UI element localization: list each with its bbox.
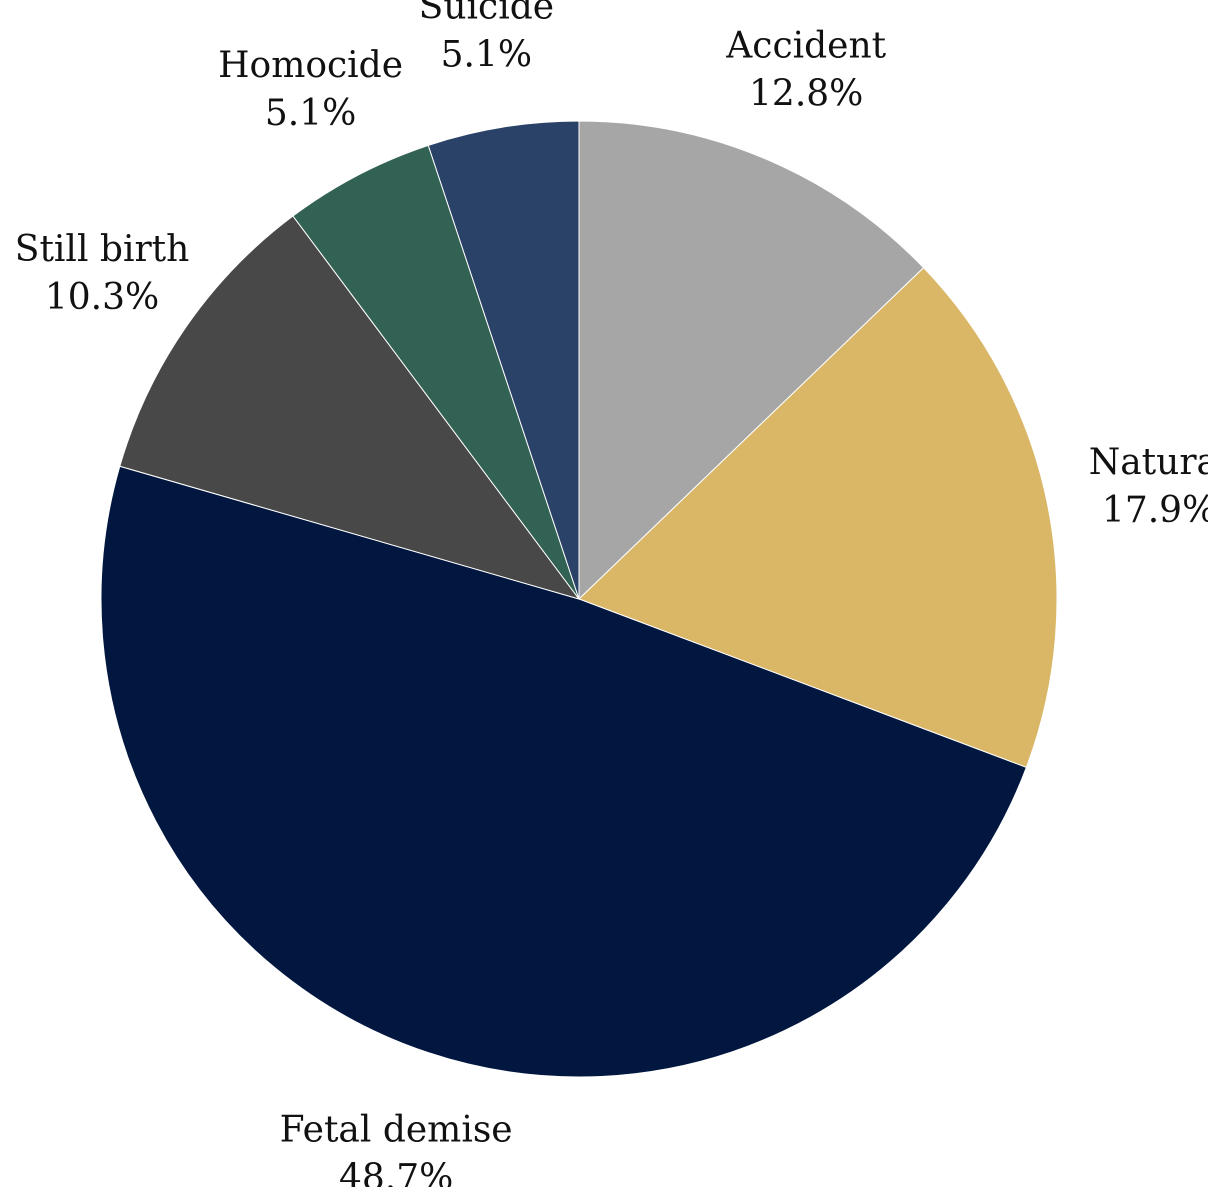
slice-value: 5.1% <box>441 34 532 75</box>
pie-slices <box>100 120 1058 1078</box>
pie-slice-accident <box>578 120 925 601</box>
slice-label: Natural <box>1089 442 1208 483</box>
slice-label: Still birth <box>15 229 190 270</box>
slice-label: Homocide <box>218 45 403 86</box>
pie-slice-still-birth <box>119 215 581 600</box>
pie-slice-fetal-demise <box>100 465 1027 1078</box>
slice-label: Fetal demise <box>280 1109 513 1150</box>
slice-label: Suicide <box>419 0 554 27</box>
pie-slice-suicide <box>427 120 580 600</box>
slice-value: 48.7% <box>339 1157 453 1187</box>
pie-slice-natural <box>578 267 1058 769</box>
slice-value: 10.3% <box>45 277 159 318</box>
slice-value: 17.9% <box>1102 490 1208 531</box>
slice-value: 12.8% <box>749 73 863 114</box>
slice-value: 5.1% <box>265 93 356 134</box>
slice-label: Accident <box>725 25 886 66</box>
pie-slice-homocide <box>292 144 580 600</box>
pie-labels: Accident 12.8% Natural 17.9% Fetal demise 48.… <box>15 0 1208 1187</box>
